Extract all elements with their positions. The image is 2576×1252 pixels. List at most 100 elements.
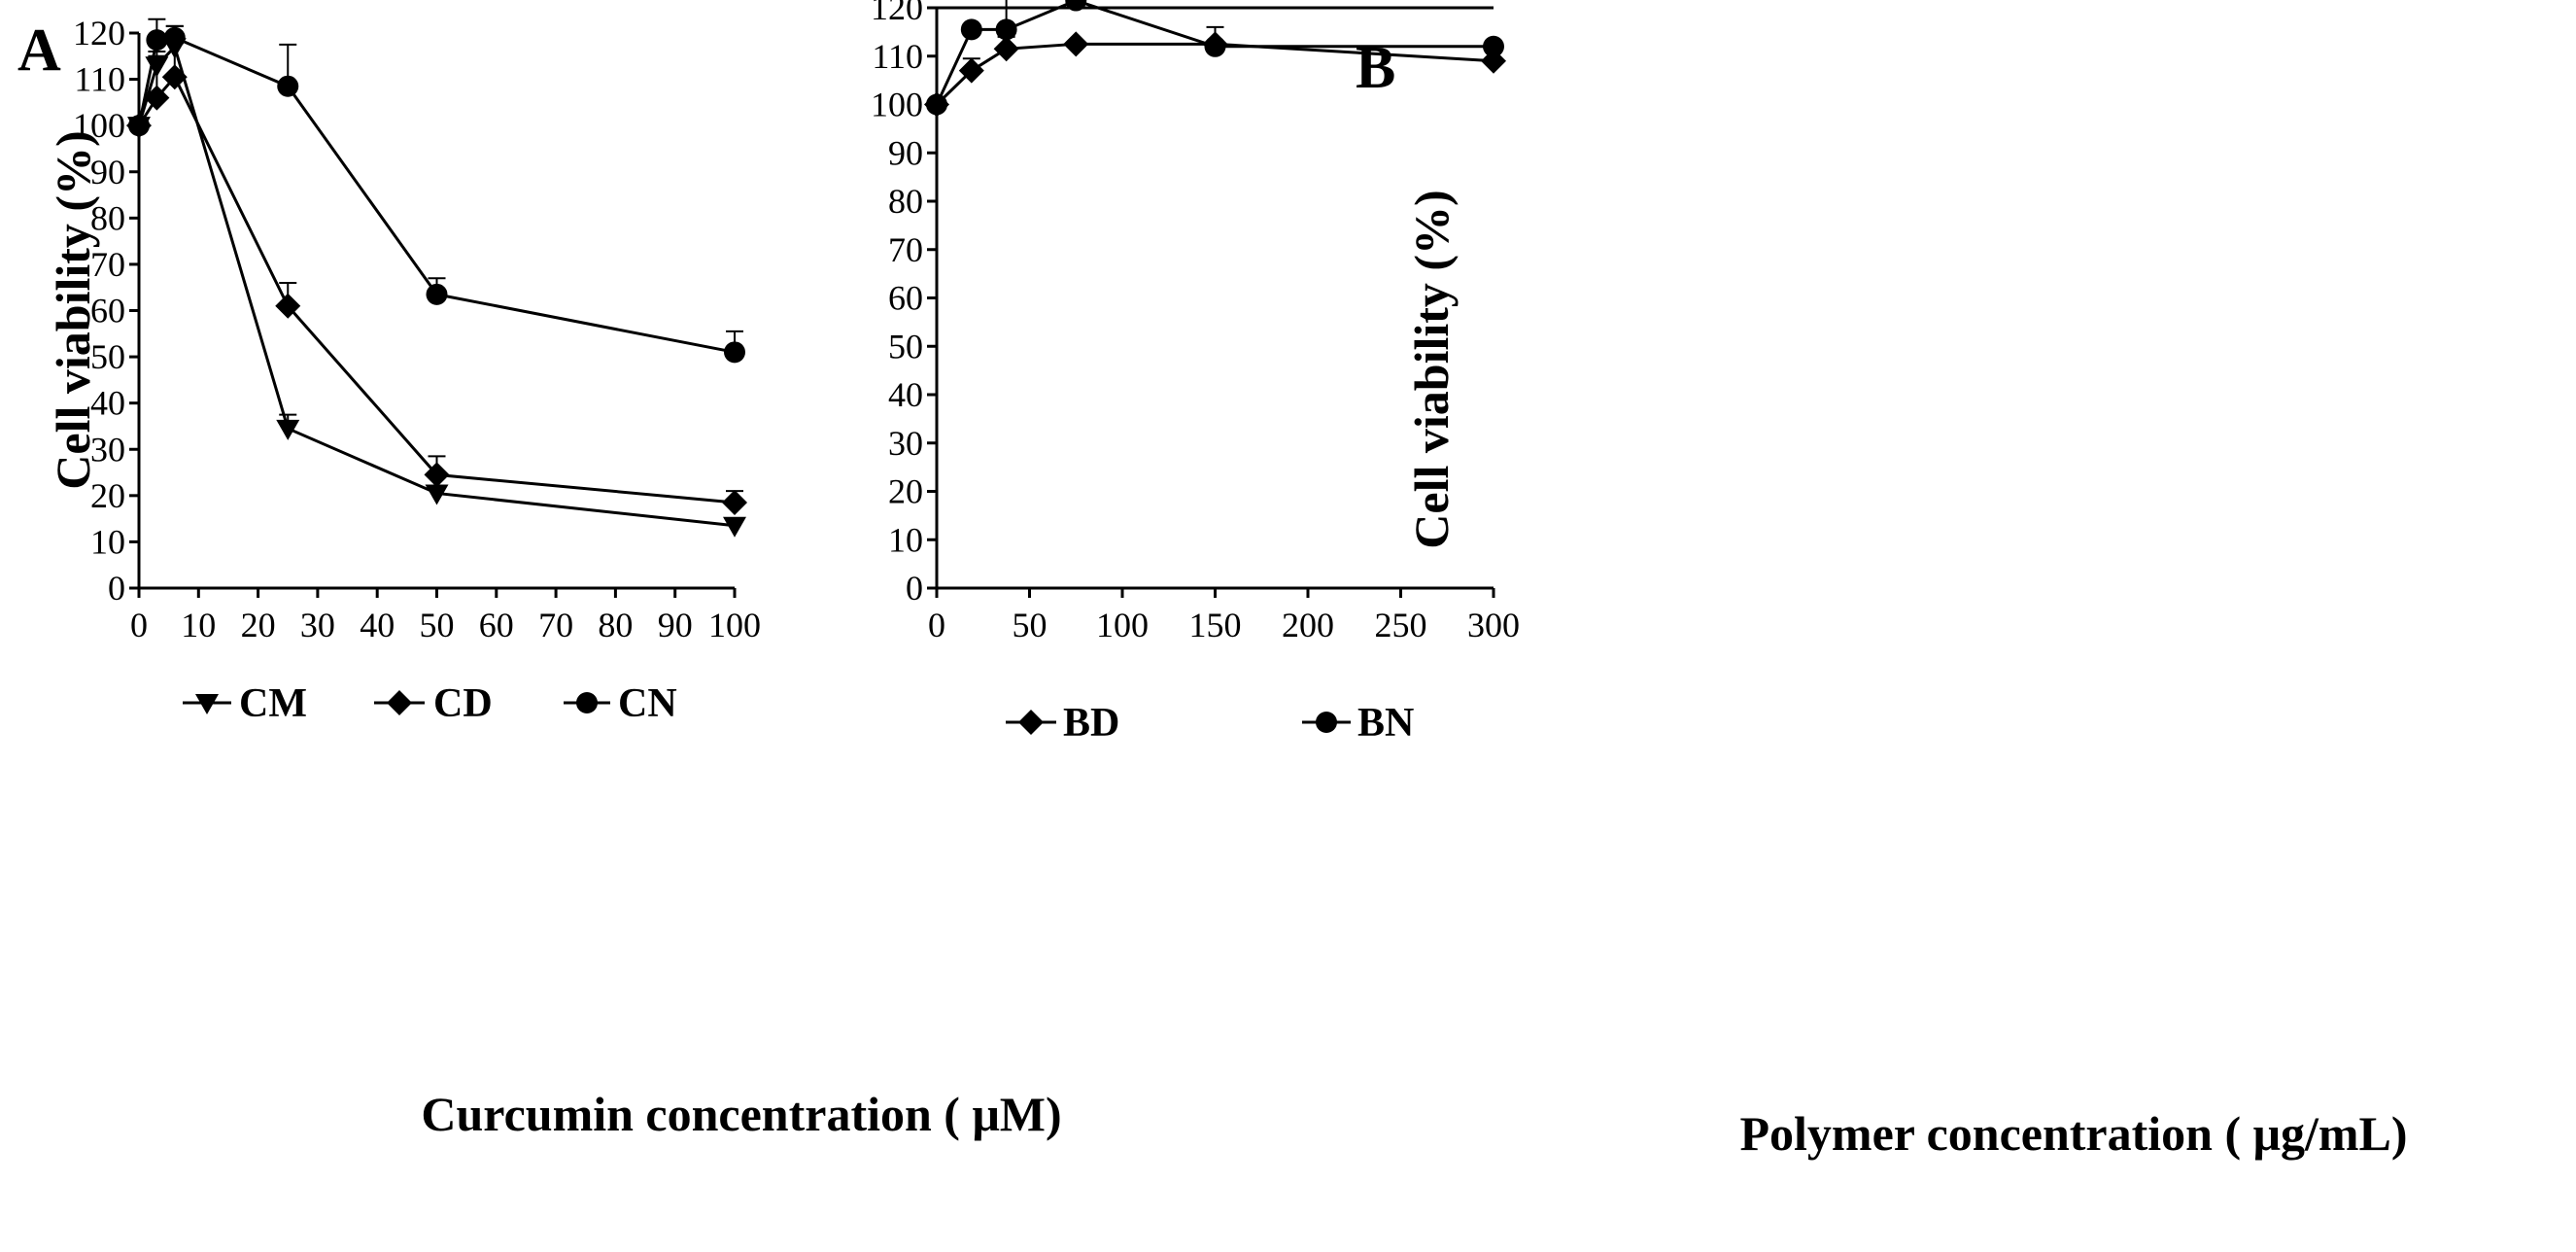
chart-a-y-tick-label-90: 90 [90, 153, 125, 191]
chart-a-series-cm-point-3 [276, 419, 300, 440]
chart-b-x-axis-title: Polymer concentration ( μg/mL) [1740, 1106, 2408, 1161]
chart-b-legend-label-bn: BN [1357, 701, 1414, 746]
chart-a-ticks: 0 10 20 30 40 50 60 70 80 90 100 110 120 0 10 20 30 40 50 6… [73, 14, 761, 644]
chart-a-series-cd-point-3 [275, 293, 301, 319]
chart-b-y-tick-label-60: 60 [888, 279, 923, 318]
chart-b-legend-item-bd: BD [1006, 701, 1119, 746]
chart-a-x-tick-label-60: 60 [479, 606, 514, 644]
chart-a-series-cn [128, 17, 745, 364]
chart-a-series-cn-point-2 [163, 26, 186, 49]
chart-b-series-bn-point-1 [960, 18, 982, 41]
chart-a-series-cd-point-2 [161, 64, 188, 90]
chart-b-y-tick-label-50: 50 [888, 327, 923, 365]
chart-a-x-tick-label-40: 40 [360, 606, 395, 644]
chart-a-y-tick-label-110: 110 [74, 60, 125, 99]
chart-a-series-cn-line [137, 36, 736, 354]
chart-a-legend-label-cd: CD [433, 681, 493, 726]
chart-a-x-axis-title: Curcumin concentration ( μM) [421, 1087, 1061, 1141]
chart-a-legend-label-cm: CM [239, 681, 307, 726]
chart-b-series-bn-point-3 [1065, 0, 1087, 12]
chart-b-y-tick-label-0: 0 [906, 569, 923, 608]
chart-a-legend-item-cd: CD [374, 681, 493, 726]
chart-a-series-cn-point-3 [277, 75, 299, 97]
chart-a-legend-marker-cm [195, 694, 219, 714]
chart-b-y-tick-label-80: 80 [888, 182, 923, 221]
chart-b-plot [924, 0, 1506, 118]
chart-a-y-tick-label-0: 0 [108, 569, 125, 608]
chart-a-legend-marker-cn [576, 692, 598, 713]
chart-b-legend-label-bd: BD [1063, 701, 1119, 746]
panel-a-label: A [17, 17, 61, 84]
chart-a-series-cm-point-5 [723, 516, 746, 538]
chart-a-series-cn-point-4 [426, 283, 448, 305]
chart-b-series-bn-point-0 [926, 93, 947, 116]
chart-a-x-tick-label-0: 0 [130, 606, 148, 644]
chart-b-y-tick-label-70: 70 [888, 230, 923, 269]
chart-b-x-tick-label-50: 50 [1013, 606, 1048, 644]
chart-b-x-tick-label-250: 250 [1375, 606, 1427, 644]
chart-b-y-tick-label-40: 40 [888, 375, 923, 414]
chart-a-legend: CM CD CN [183, 681, 677, 726]
chart-b-ticks: 0 10 20 30 40 50 60 70 80 90 100 110 120 0 50 100 150 200… [871, 0, 1520, 644]
chart-a-x-tick-label-80: 80 [598, 606, 633, 644]
chart-a-series-cd-point-5 [722, 489, 747, 515]
chart-a-y-tick-label-30: 30 [90, 430, 125, 469]
chart-a-legend-label-cn: CN [618, 681, 677, 726]
chart-a-x-tick-label-70: 70 [538, 606, 573, 644]
chart-a-series-cm-point-4 [425, 484, 449, 505]
chart-a-x-tick-label-10: 10 [181, 606, 216, 644]
chart-a-legend-item-cn: CN [564, 681, 677, 726]
chart-a-x-tick-label-100: 100 [708, 606, 761, 644]
chart-a-y-tick-label-120: 120 [73, 14, 125, 52]
chart-a-series-cd-point-1 [144, 85, 170, 111]
chart-b-legend-item-bn: BN [1302, 701, 1414, 746]
chart-a-x-tick-label-50: 50 [420, 606, 455, 644]
chart-b-legend-marker-bd [1018, 710, 1044, 735]
chart-a-y-tick-label-10: 10 [90, 522, 125, 561]
chart-a-x-tick-label-20: 20 [241, 606, 276, 644]
chart-a-plot [126, 17, 747, 538]
chart-a-legend-item-cm: CM [183, 681, 307, 726]
chart-b-y-tick-label-30: 30 [888, 424, 923, 463]
chart-b-series-bn-line [935, 0, 1494, 106]
chart-b-x-tick-label-100: 100 [1096, 606, 1149, 644]
chart-b-y-tick-label-90: 90 [888, 133, 923, 172]
chart-b-y-axis-title: Cell viability (%) [1404, 190, 1459, 548]
chart-a-y-tick-label-70: 70 [90, 245, 125, 284]
chart-a-y-tick-label-60: 60 [90, 292, 125, 330]
chart-b-series-bn-point-2 [995, 18, 1017, 41]
chart-b-series-bd-point-3 [1063, 31, 1089, 57]
chart-b-series-bn-point-5 [1483, 35, 1504, 57]
chart-b-series-bd-point-2 [993, 36, 1019, 62]
chart-a-series-cn-point-0 [128, 115, 150, 137]
chart-a-y-axis-title: Cell viability (%) [46, 130, 100, 489]
chart-a-x-tick-label-30: 30 [300, 606, 335, 644]
chart-a-legend-marker-cd [387, 690, 412, 715]
chart-b-series-bd-point-1 [958, 57, 984, 84]
chart-b-y-tick-label-120: 120 [871, 0, 923, 27]
chart-a-series-cm-line [137, 44, 736, 528]
chart-b-y-tick-label-110: 110 [872, 37, 923, 76]
chart-a-series-cn-point-5 [724, 341, 745, 364]
chart-b-y-tick-label-10: 10 [888, 520, 923, 559]
chart-b-x-tick-label-150: 150 [1189, 606, 1242, 644]
chart-b-y-tick-label-100: 100 [871, 86, 923, 124]
chart-a-y-tick-label-20: 20 [90, 476, 125, 515]
chart-a-x-tick-label-90: 90 [658, 606, 693, 644]
chart-b-legend: BD BN [1006, 701, 1414, 746]
chart-b-legend-marker-bn [1316, 712, 1337, 733]
panel-b-label: B [1356, 35, 1395, 101]
chart-a-y-tick-label-80: 80 [90, 198, 125, 237]
chart-b-x-tick-label-200: 200 [1282, 606, 1334, 644]
chart-b-series-bn [926, 0, 1504, 116]
chart-a-y-tick-label-50: 50 [90, 337, 125, 376]
chart-a-y-tick-label-40: 40 [90, 384, 125, 423]
chart-b-y-tick-label-20: 20 [888, 472, 923, 511]
chart-b-x-tick-label-300: 300 [1467, 606, 1520, 644]
chart-a-y-tick-label-100: 100 [73, 106, 125, 145]
chart-b: B 0 10 20 30 40 50 60 70 80 90 100 110 120 0 50 100 150 2… [871, 0, 2408, 1161]
chart-b-x-tick-label-0: 0 [928, 606, 945, 644]
